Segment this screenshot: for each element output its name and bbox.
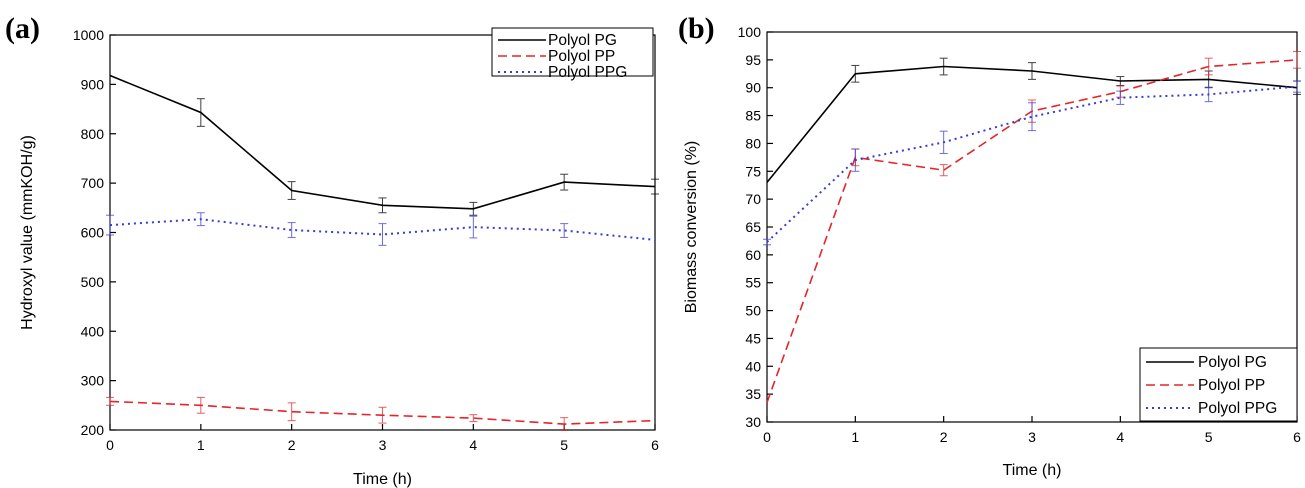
panel-b-error-bar-polyol-ppg (1116, 90, 1125, 105)
panel-a-error-bar-polyol-pg (287, 181, 296, 200)
panel-a-error-bar-polyol-pg (378, 197, 387, 214)
panel-a-x-tick-label: 2 (288, 437, 296, 453)
panel-a-x-tick-label: 1 (197, 437, 205, 453)
panel-b-legend-label-polyol-pg: Polyol PG (1198, 354, 1267, 371)
panel-a-y-tick-label: 200 (81, 422, 105, 438)
panel-b-legend-label-polyol-pp: Polyol PP (1198, 377, 1265, 394)
panel-a-y-axis-title: Hydroxyl value (mmKOH/g) (19, 135, 36, 330)
panel-b-y-tick-label: 70 (745, 191, 761, 207)
panel-b-x-tick-label: 3 (1028, 429, 1036, 445)
panel-b-y-tick-label: 100 (738, 24, 762, 40)
panel-b-y-tick-label: 95 (745, 52, 761, 68)
panel-b-chart: (b)0 1 2 3 4 5 6303540455055606570758085909510… (678, 12, 1301, 479)
panel-b-x-axis-title: Time (h) (1003, 462, 1062, 479)
panel-b-label: (b) (678, 12, 715, 45)
panel-a-error-bar-polyol-ppg (196, 212, 205, 227)
panel-a-series-line-polyol-pg (109, 74, 656, 210)
panel-a-chart: (a) 0 1 2 3 4 5 6 200 300 400 500 600 700 800 900 1000 Ti… (5, 12, 659, 488)
panel-b-y-tick-label: 90 (745, 80, 761, 96)
panel-b-error-bar-polyol-ppg (851, 148, 860, 172)
panel-a-y-tick-label: 1000 (73, 27, 104, 43)
panel-a-legend-label-polyol-pp: Polyol PP (548, 48, 615, 65)
panel-b-y-tick-label: 45 (745, 330, 761, 346)
panel-b-y-tick-label: 30 (745, 414, 761, 430)
panel-b-x-tick-label: 0 (763, 429, 771, 445)
panel-b-error-bar-polyol-pp (1204, 57, 1213, 76)
panel-a-y-tick-label: 800 (81, 126, 105, 142)
panel-a-error-bar-polyol-pp (469, 414, 478, 423)
panel-b-legend: Polyol PG Polyol PP Polyol PPG (1139, 347, 1298, 422)
panel-b-y-axis-title: Biomass conversion (%) (683, 141, 700, 314)
panel-a-x-axis-title: Time (h) (353, 471, 412, 488)
panel-b-x-tick-label: 2 (940, 429, 948, 445)
panel-b-y-tick-label: 65 (745, 219, 761, 235)
panel-a-y-tick-label: 600 (81, 225, 105, 241)
panel-a-error-bar-polyol-pg (469, 201, 478, 216)
panel-a-x-tick-label: 5 (560, 437, 568, 453)
panel-b-error-bar-polyol-pp (1293, 51, 1301, 69)
panel-b-x-tick-label: 5 (1205, 429, 1213, 445)
panel-a-label: (a) (5, 12, 40, 45)
panel-a-y-tick-label: 300 (81, 373, 105, 389)
panel-b-error-bar-polyol-ppg (1028, 102, 1036, 132)
panel-a-legend-box (491, 27, 654, 77)
panel-b-error-bar-polyol-pg (939, 57, 948, 76)
panel-a-error-bar-polyol-pg (196, 98, 205, 127)
panel-b-x-tick-label: 6 (1293, 429, 1301, 445)
panel-a-error-bar-polyol-pp (378, 406, 387, 424)
panel-a-error-bar-polyol-pg (560, 173, 569, 191)
panel-a-y-tick-label: 900 (81, 76, 105, 92)
panel-b-x-tick-label: 4 (1116, 429, 1124, 445)
panel-b-error-bar-polyol-ppg (763, 238, 771, 246)
panel-b-error-bar-polyol-ppg (1204, 86, 1213, 103)
panel-a-error-bar-polyol-ppg (469, 215, 478, 239)
panel-b-y-tick-label: 85 (745, 108, 761, 124)
panel-b-legend-label-polyol-ppg: Polyol PPG (1198, 400, 1277, 417)
panel-a-y-tick-label: 700 (81, 175, 105, 191)
panel-a-y-tick-label: 500 (81, 274, 105, 290)
panel-a-error-bar-polyol-pp (560, 417, 569, 431)
panel-a-error-bar-polyol-ppg (287, 222, 296, 238)
panel-b-x-tick-label: 1 (851, 429, 859, 445)
panel-b-error-bar-polyol-ppg (939, 130, 948, 154)
panel-b-error-bar-polyol-pg (851, 64, 860, 83)
panel-a-x-tick-label: 6 (651, 437, 659, 453)
panel-a-y-tick-label: 400 (81, 323, 105, 339)
panel-a-error-bar-polyol-pp (106, 396, 114, 406)
panel-b-y-tick-label: 55 (745, 275, 761, 291)
panel-b-error-bar-polyol-pg (1028, 62, 1036, 80)
panel-b-y-tick-label: 50 (745, 303, 761, 319)
panel-b-y-tick-label: 60 (745, 247, 761, 263)
panel-a-x-tick-label: 3 (379, 437, 387, 453)
panel-b-error-bar-polyol-ppg (1293, 80, 1301, 93)
panel-a-error-bar-polyol-pp (196, 396, 205, 414)
panel-a-legend-label-polyol-ppg: Polyol PPG (548, 64, 627, 81)
panel-a-error-bar-polyol-pp (287, 402, 296, 422)
panel-a-error-bar-polyol-ppg (560, 223, 569, 238)
panel-a-error-bar-polyol-pg (651, 178, 659, 195)
panel-b-y-tick-label: 35 (745, 386, 761, 402)
panel-b-y-tick-label: 40 (745, 358, 761, 374)
panel-a-x-tick-label: 0 (106, 437, 114, 453)
panel-a-error-bar-polyol-ppg (378, 223, 387, 246)
panel-b-error-bar-polyol-pp (939, 164, 948, 177)
panel-b-error-bar-polyol-pg (1116, 76, 1125, 86)
panel-a-x-tick-label: 4 (469, 437, 477, 453)
panel-b-y-tick-label: 80 (745, 135, 761, 151)
panel-a-legend-label-polyol-pg: Polyol PG (548, 32, 617, 49)
panel-a-error-bar-polyol-ppg (106, 214, 114, 236)
panel-b-y-tick-label: 75 (745, 163, 761, 179)
